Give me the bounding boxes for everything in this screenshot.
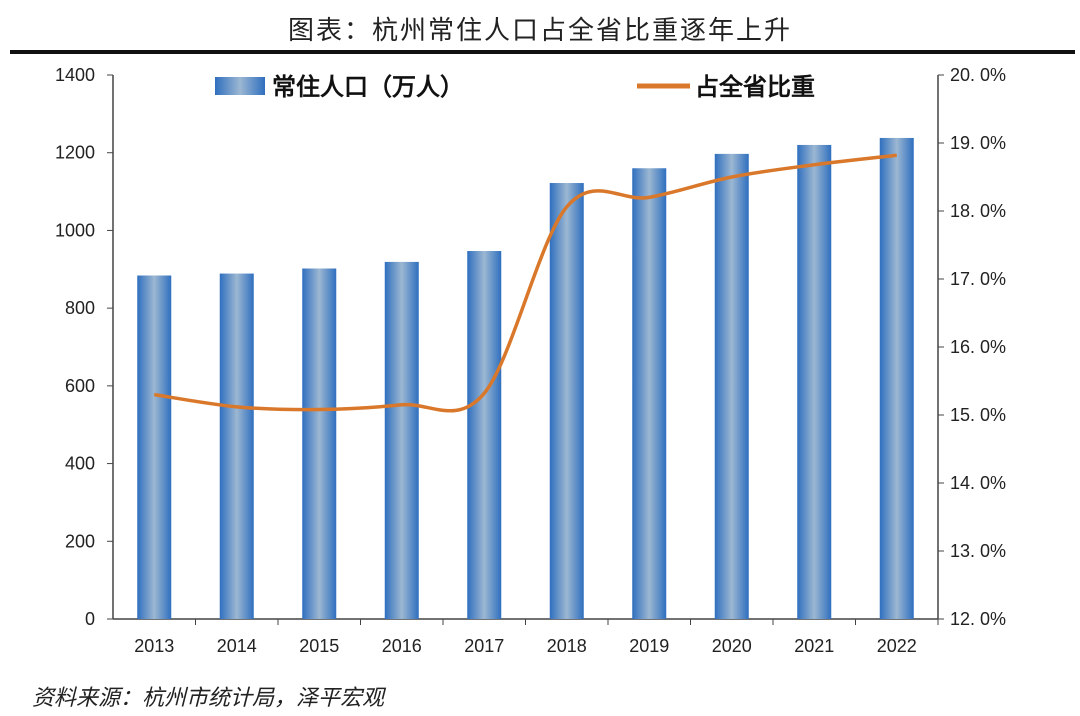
share-line (153, 153, 897, 413)
title-rule (10, 50, 1075, 54)
chart-title: 图表：杭州常住人口占全省比重逐年上升 (287, 16, 792, 46)
x-tick-label: 2020 (712, 636, 752, 656)
left-tick-label: 0 (85, 609, 95, 629)
left-tick-label: 200 (65, 531, 95, 551)
right-tick-label: 18. 0% (950, 201, 1006, 221)
right-tick-label: 19. 0% (950, 133, 1006, 153)
bar-2021 (797, 144, 832, 619)
x-tick-label: 2015 (299, 636, 339, 656)
bar-2017 (467, 251, 502, 619)
left-tick-label: 1200 (55, 143, 95, 163)
x-tick-label: 2021 (794, 636, 834, 656)
x-tick-label: 2019 (629, 636, 669, 656)
legend-label-line: 占全省比重 (695, 73, 815, 101)
x-tick-label: 2022 (877, 636, 917, 656)
bar-2013 (137, 275, 172, 619)
right-tick-label: 15. 0% (950, 405, 1006, 425)
right-tick-label: 13. 0% (950, 541, 1006, 561)
bar-2015 (302, 268, 337, 619)
right-tick-label: 16. 0% (950, 337, 1006, 357)
source-note: 资料来源：杭州市统计局，泽平宏观 (32, 686, 385, 711)
bar-2016 (384, 261, 419, 619)
left-tick-label: 600 (65, 376, 95, 396)
x-tick-label: 2018 (547, 636, 587, 656)
x-tick-label: 2014 (217, 636, 257, 656)
x-tick-label: 2016 (382, 636, 422, 656)
legend-swatch-bar (215, 77, 265, 95)
x-tick-label: 2017 (464, 636, 504, 656)
right-tick-label: 17. 0% (950, 269, 1006, 289)
legend-label-bar: 常住人口（万人） (272, 73, 464, 101)
bar-2014 (219, 273, 254, 619)
x-tick-label: 2013 (134, 636, 174, 656)
right-tick-label: 20. 0% (950, 65, 1006, 85)
right-tick-label: 14. 0% (950, 473, 1006, 493)
bar-2020 (714, 153, 749, 619)
left-tick-label: 1000 (55, 220, 95, 240)
bar-2019 (632, 168, 667, 619)
left-tick-label: 400 (65, 454, 95, 474)
right-tick-label: 12. 0% (950, 609, 1006, 629)
bar-2022 (879, 137, 914, 619)
left-tick-label: 1400 (55, 65, 95, 85)
bar-2018 (549, 183, 584, 619)
left-tick-label: 800 (65, 298, 95, 318)
